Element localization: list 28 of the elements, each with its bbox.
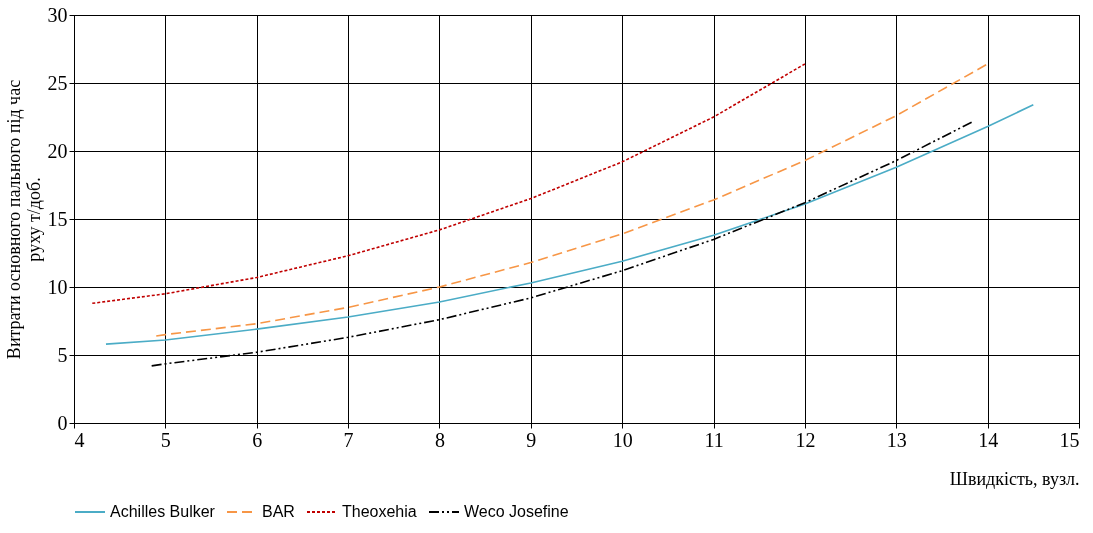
- x-tick-label: 5: [160, 428, 171, 451]
- line-series: [91, 63, 806, 305]
- x-tick-label: 12: [795, 428, 816, 451]
- legend-label: Theoxehia: [342, 503, 417, 520]
- line-series: [105, 103, 1035, 345]
- legend-label: BAR: [262, 503, 295, 520]
- x-tick-label: 13: [886, 428, 907, 451]
- x-tick-label: 8: [434, 428, 445, 451]
- y-tick-label: 15: [47, 207, 68, 230]
- y-tick-label: 10: [47, 275, 68, 298]
- legend-label: Achilles Bulker: [110, 503, 216, 520]
- x-tick-label: 14: [978, 428, 999, 451]
- x-tick-label: 6: [252, 428, 263, 451]
- line-series: [155, 63, 989, 337]
- legend-label: Weco Josefine: [464, 503, 569, 520]
- y-tick-label: 30: [47, 3, 68, 26]
- x-tick-label: 10: [612, 428, 633, 451]
- x-tick-label: 11: [704, 428, 724, 451]
- y-tick-label: 20: [47, 139, 68, 162]
- x-axis-title: Швидкість, вузл.: [949, 468, 1080, 489]
- y-tick-label: 0: [57, 411, 68, 434]
- y-tick-label: 25: [47, 71, 68, 94]
- y-axis-title: Витрати основного пального під час руху т/доб.: [3, 79, 44, 360]
- x-tick-label: 4: [74, 428, 85, 451]
- y-tick-label: 5: [57, 343, 68, 366]
- x-tick-label: 7: [343, 428, 354, 451]
- x-tick-label: 9: [526, 428, 537, 451]
- x-tick-label: 15: [1059, 428, 1080, 451]
